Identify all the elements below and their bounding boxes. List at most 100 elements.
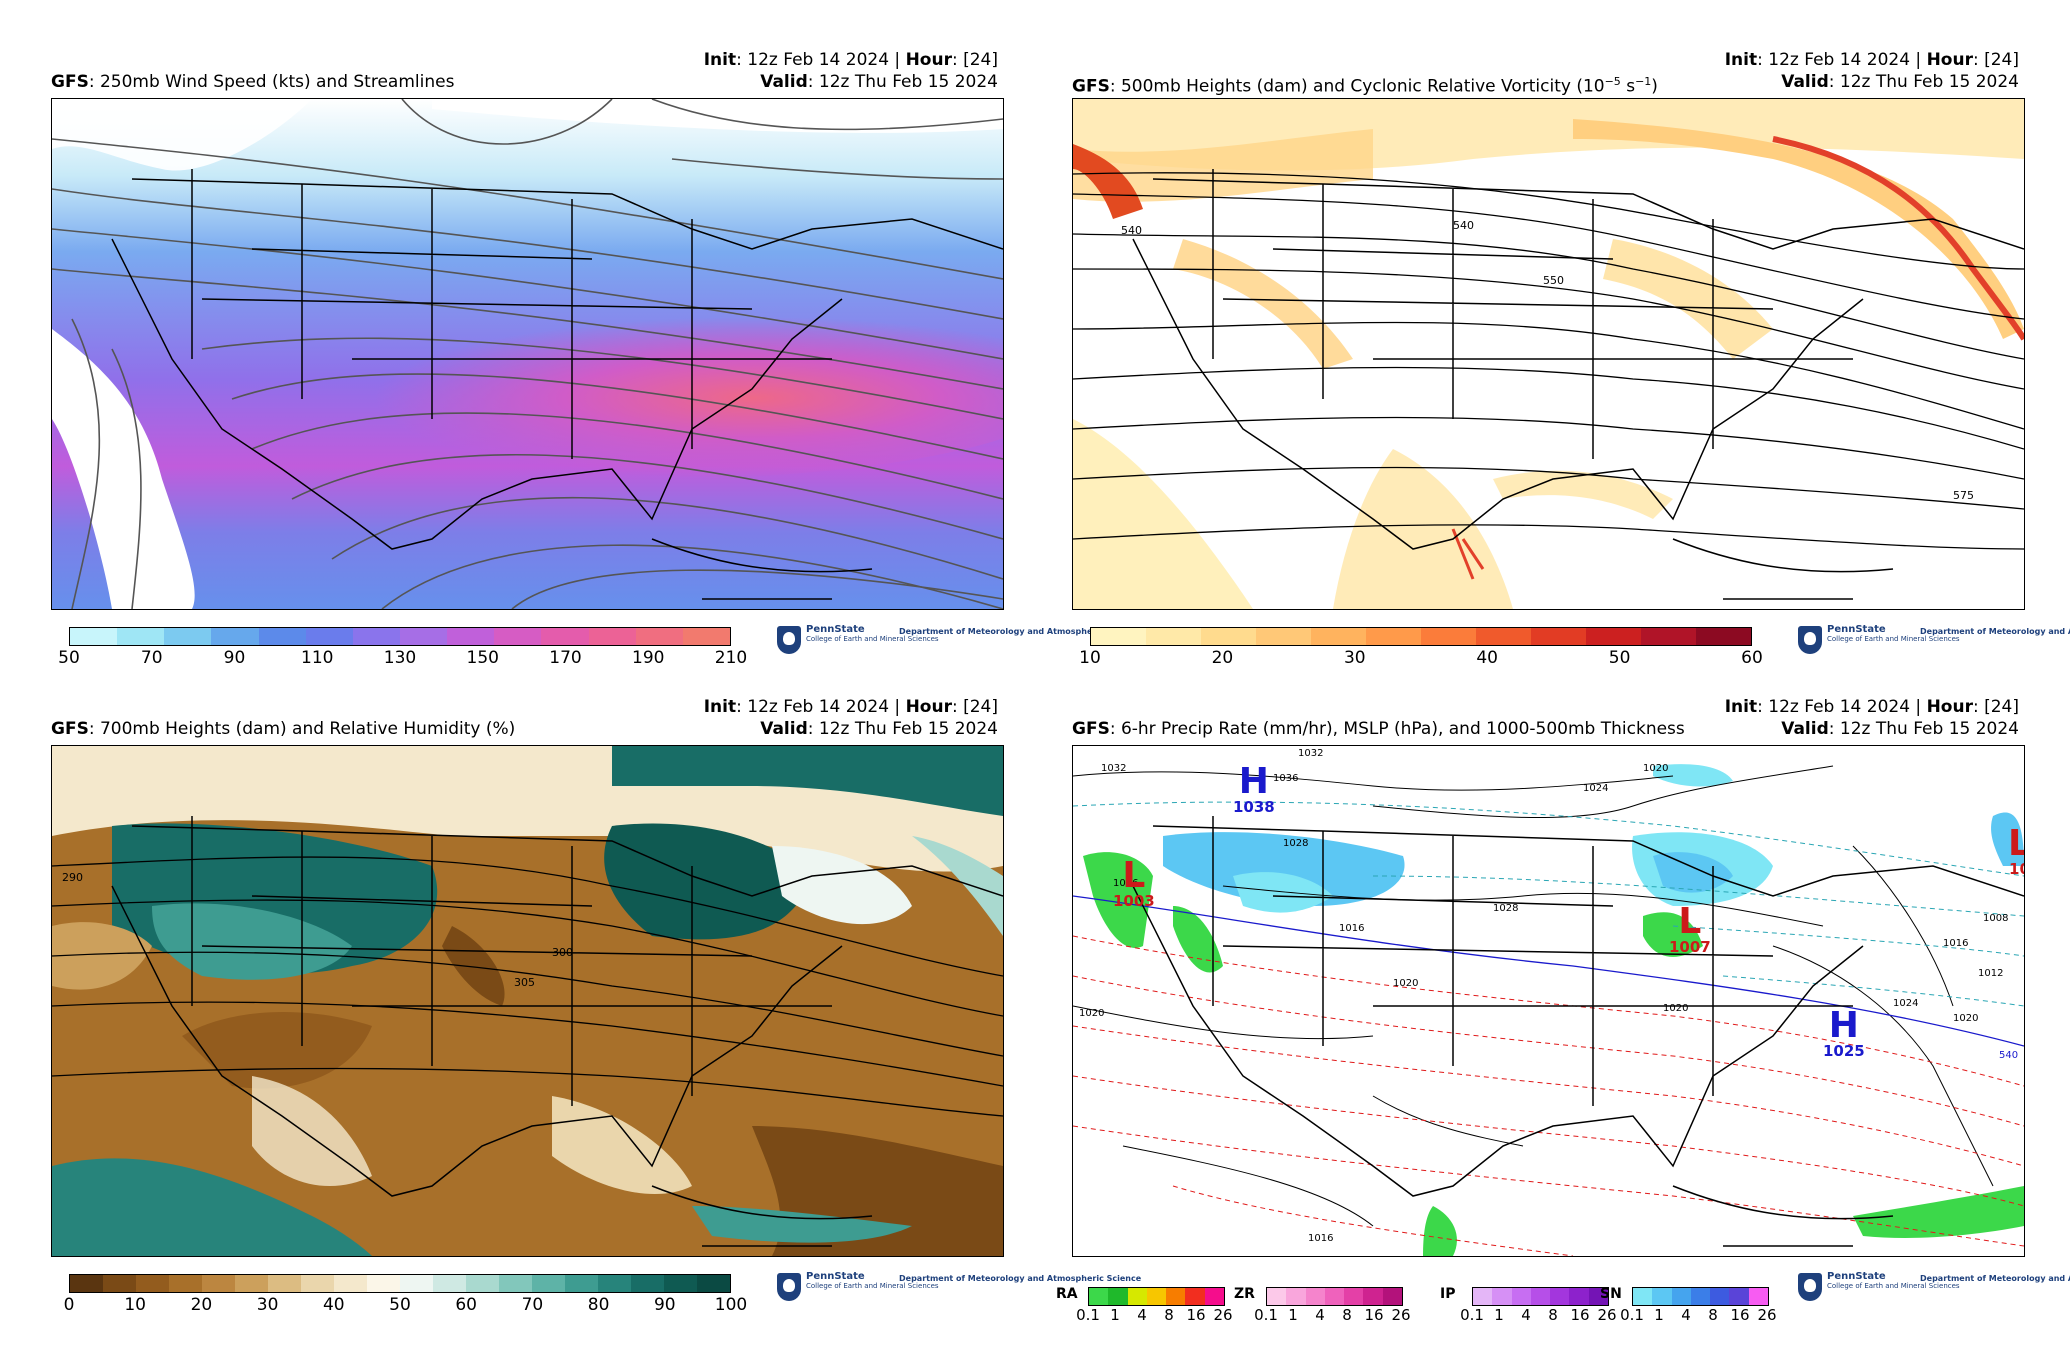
isobar-label: 1036 [1273,773,1298,784]
colorbar-swatch [136,1275,169,1292]
colorbar-tick-label: 100 [714,1295,748,1315]
colorbar-wind [69,627,731,646]
colorbar-tick-label: 20 [190,1295,213,1315]
colorbar-swatch [1531,628,1586,645]
colorbar-swatch [1382,1288,1402,1305]
isobar-label: 1012 [1978,968,2003,979]
colorbar-swatch [1652,1288,1672,1305]
colorbar-tick-label: 16 [1570,1306,1590,1324]
precip-type-label: SN [1600,1286,1622,1302]
contour-label: 540 [1121,224,1142,237]
map-precip: 1032 1036 1032 1024 1020 1028 1028 1016 … [1072,745,2025,1257]
colorbar-swatch [1588,1288,1608,1305]
colorbar-tick-label: 26 [1597,1306,1617,1324]
colorbar-tick-label: 50 [1608,648,1631,668]
colorbar-swatch [1641,628,1696,645]
colorbar-tick-label: 1 [1494,1306,1504,1324]
colorbar-swatch [598,1275,631,1292]
init-line: Init: 12z Feb 14 2024 | Hour: [24] [703,50,998,70]
contour-label: 540 [1453,219,1474,232]
valid-line: Valid: 12z Thu Feb 15 2024 [1781,72,2019,92]
colorbar-swatch [1473,1288,1493,1305]
colorbar-tick-label: 16 [1186,1306,1206,1324]
pennstate-logo: PennState College of Earth and Mineral S… [1798,624,2070,660]
colorbar-swatch [1311,628,1366,645]
pennstate-logo: PennState College of Earth and Mineral S… [777,1271,1141,1307]
colorbar-swatch [1267,1288,1287,1305]
panel-title: GFS: 6-hr Precip Rate (mm/hr), MSLP (hPa… [1072,719,1685,739]
colorbar-tick-label: 0.1 [1254,1306,1278,1324]
low-pressure-center: L 1007 [1669,901,1711,956]
isobar-label: 1028 [1283,838,1308,849]
panel-title: GFS: 700mb Heights (dam) and Relative Hu… [51,719,516,739]
nittany-lion-shield-icon [777,626,801,654]
colorbar-swatch [169,1275,202,1292]
isobar-label: 1024 [1893,998,1918,1009]
colorbar-swatch [541,628,589,645]
low-pressure-center: L 1003 [1113,855,1155,910]
colorbar-swatch [1305,1288,1325,1305]
colorbar-swatch [1344,1288,1364,1305]
colorbar-tick-label: 26 [1213,1306,1233,1324]
colorbar-swatch [447,628,495,645]
colorbar-swatch [1671,1288,1691,1305]
colorbar-swatch [1166,1288,1186,1305]
contour-label: 290 [62,871,83,884]
colorbar-swatch [70,1275,103,1292]
colorbar-tick-label: 0 [63,1295,75,1315]
contour-label: 305 [514,976,535,989]
isobar-label: 1020 [1079,1008,1104,1019]
map-250mb [51,98,1004,610]
valid-line: Valid: 12z Thu Feb 15 2024 [760,719,998,739]
high-pressure-center: H 1038 [1233,761,1275,816]
colorbar-swatch [1492,1288,1512,1305]
colorbar-swatch [1108,1288,1128,1305]
colorbar-tick-label: 70 [140,648,163,668]
colorbar-swatch [1127,1288,1147,1305]
colorbar-swatch [433,1275,466,1292]
colorbar-tick-label: 10 [124,1295,147,1315]
init-line: Init: 12z Feb 14 2024 | Hour: [24] [703,697,998,717]
colorbar-swatch [103,1275,136,1292]
colorbar-swatch [682,628,730,645]
panel-title: GFS: 500mb Heights (dam) and Cyclonic Re… [1072,75,1658,97]
colorbar-tick-label: 30 [256,1295,279,1315]
colorbar-ticks: 0 10 20 30 40 50 60 70 80 90 100 [64,1295,748,1317]
colorbar-tick-label: 210 [714,648,748,668]
colorbar-tick-label: 20 [1211,648,1234,668]
isobar-label: 1032 [1101,763,1126,774]
colorbar-rh [69,1274,731,1293]
colorbar-swatch [268,1275,301,1292]
colorbar-tick-label: 26 [1757,1306,1777,1324]
precip-type-label: IP [1440,1286,1456,1302]
contour-label: 550 [1543,274,1564,287]
colorbar-tick-label: 70 [521,1295,544,1315]
colorbar-ticks: 50 70 90 110 130 150 170 190 210 [58,648,747,670]
isobar-label: 1032 [1298,748,1323,759]
nittany-lion-shield-icon [1798,626,1822,654]
colorbar-swatch [367,1275,400,1292]
colorbar-swatch [1256,628,1311,645]
colorbar-tick-label: 90 [223,648,246,668]
colorbar-tick-label: 8 [1548,1306,1558,1324]
colorbar-tick-label: 60 [1741,648,1763,668]
colorbar-swatch [70,628,118,645]
isobar-label: 1024 [1583,783,1608,794]
colorbar-tick-label: 8 [1164,1306,1174,1324]
colorbar-vorticity [1090,627,1752,646]
colorbar-tick-label: 50 [389,1295,411,1315]
panel-250mb-wind: Init: 12z Feb 14 2024 | Hour: [24] Valid… [45,40,1141,680]
colorbar-swatch [1530,1288,1551,1305]
isobar-label: 1016 [1113,878,1138,889]
contour-label: 300 [552,946,573,959]
isobar-label: 1028 [1493,903,1518,914]
colorbar-swatch [1748,1288,1768,1305]
colorbar-swatch [164,628,212,645]
panel-700mb-rh: Init: 12z Feb 14 2024 | Hour: [24] Valid… [45,687,1141,1327]
colorbar-tick-label: 8 [1708,1306,1718,1324]
colorbar-swatch [466,1275,499,1292]
colorbar-tick-label: 80 [587,1295,610,1315]
valid-line: Valid: 12z Thu Feb 15 2024 [760,72,998,92]
colorbar-swatch [697,1275,730,1292]
colorbar-swatch [1696,628,1751,645]
